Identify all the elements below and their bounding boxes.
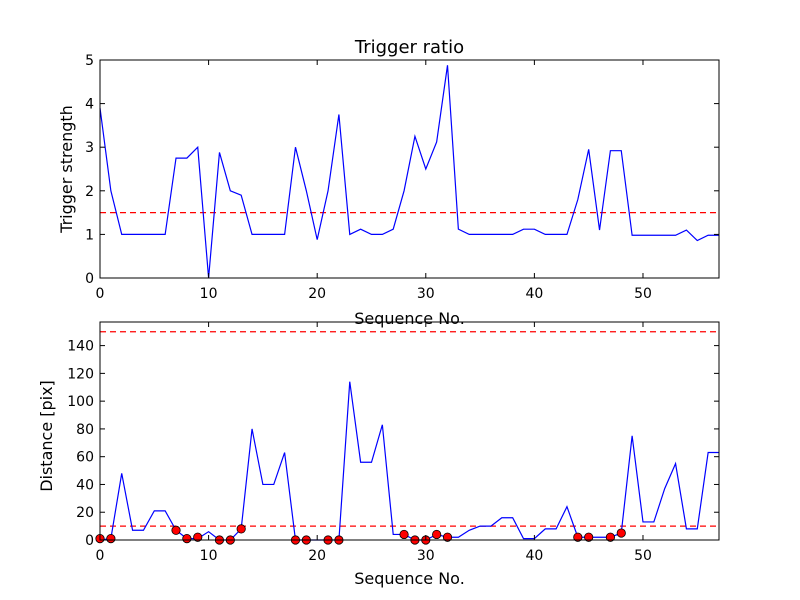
- y-tick-label: 4: [85, 97, 94, 113]
- x-tick-label: 10: [200, 548, 218, 564]
- plot-area: 0 10 20 30 40 50 0 1 2 3 4 5: [85, 53, 720, 302]
- data-point: [399, 529, 409, 540]
- y-tick-label: 40: [76, 477, 94, 493]
- data-point: [182, 534, 192, 544]
- plot-area: 0 10 20 30 40 50 0 20 40 60 80 100 120 140: [67, 321, 720, 564]
- axes-frame: [99, 59, 720, 279]
- data-point: [106, 534, 116, 544]
- x-tick-label: 0: [96, 286, 105, 302]
- trigger-ratio-chart: Trigger ratio Trigger strength Sequence …: [57, 37, 720, 328]
- x-tick-label: 50: [634, 286, 652, 302]
- y-axis-label: Distance [pix]: [37, 380, 56, 492]
- data-point: [236, 524, 246, 534]
- y-tick-label: 3: [85, 140, 94, 156]
- data-point: [605, 532, 616, 542]
- y-tick-label: 2: [85, 184, 94, 200]
- y-tick-label: 0: [85, 271, 94, 287]
- data-point: [584, 532, 594, 542]
- x-axis-label: Sequence No.: [354, 569, 465, 588]
- y-tick-label: 5: [85, 53, 94, 69]
- data-point: [171, 525, 181, 535]
- data-point: [193, 532, 203, 542]
- series-line: [99, 65, 719, 279]
- y-tick-label: 20: [76, 505, 94, 521]
- y-tick-label: 140: [67, 339, 94, 355]
- y-tick-label: 0: [85, 533, 94, 549]
- x-tick-label: 20: [308, 286, 326, 302]
- axes-frame: [99, 321, 720, 541]
- x-tick-label: 20: [308, 548, 326, 564]
- x-tick-label: 50: [634, 548, 652, 564]
- data-point: [616, 528, 626, 538]
- data-point: [573, 532, 583, 542]
- x-tick-label: 30: [417, 286, 435, 302]
- x-tick-label: 40: [525, 286, 543, 302]
- y-tick-label: 80: [76, 422, 94, 438]
- distance-chart: Distance [pix] Sequence No. 0 10 20 30 40 500…: [37, 321, 720, 588]
- y-tick-label: 60: [76, 450, 94, 466]
- y-axis-label: Trigger strength: [57, 105, 76, 234]
- series-line: [99, 381, 719, 541]
- y-tick-label: 100: [67, 394, 94, 410]
- x-tick-label: 40: [525, 548, 543, 564]
- chart-title: Trigger ratio: [354, 37, 464, 58]
- data-point: [432, 529, 442, 540]
- x-tick-label: 10: [200, 286, 218, 302]
- y-tick-label: 1: [85, 227, 94, 243]
- y-tick-label: 120: [67, 366, 94, 382]
- x-tick-label: 0: [96, 548, 105, 564]
- x-axis-label: Sequence No.: [354, 309, 465, 328]
- x-tick-label: 30: [417, 548, 435, 564]
- data-point: [442, 532, 453, 542]
